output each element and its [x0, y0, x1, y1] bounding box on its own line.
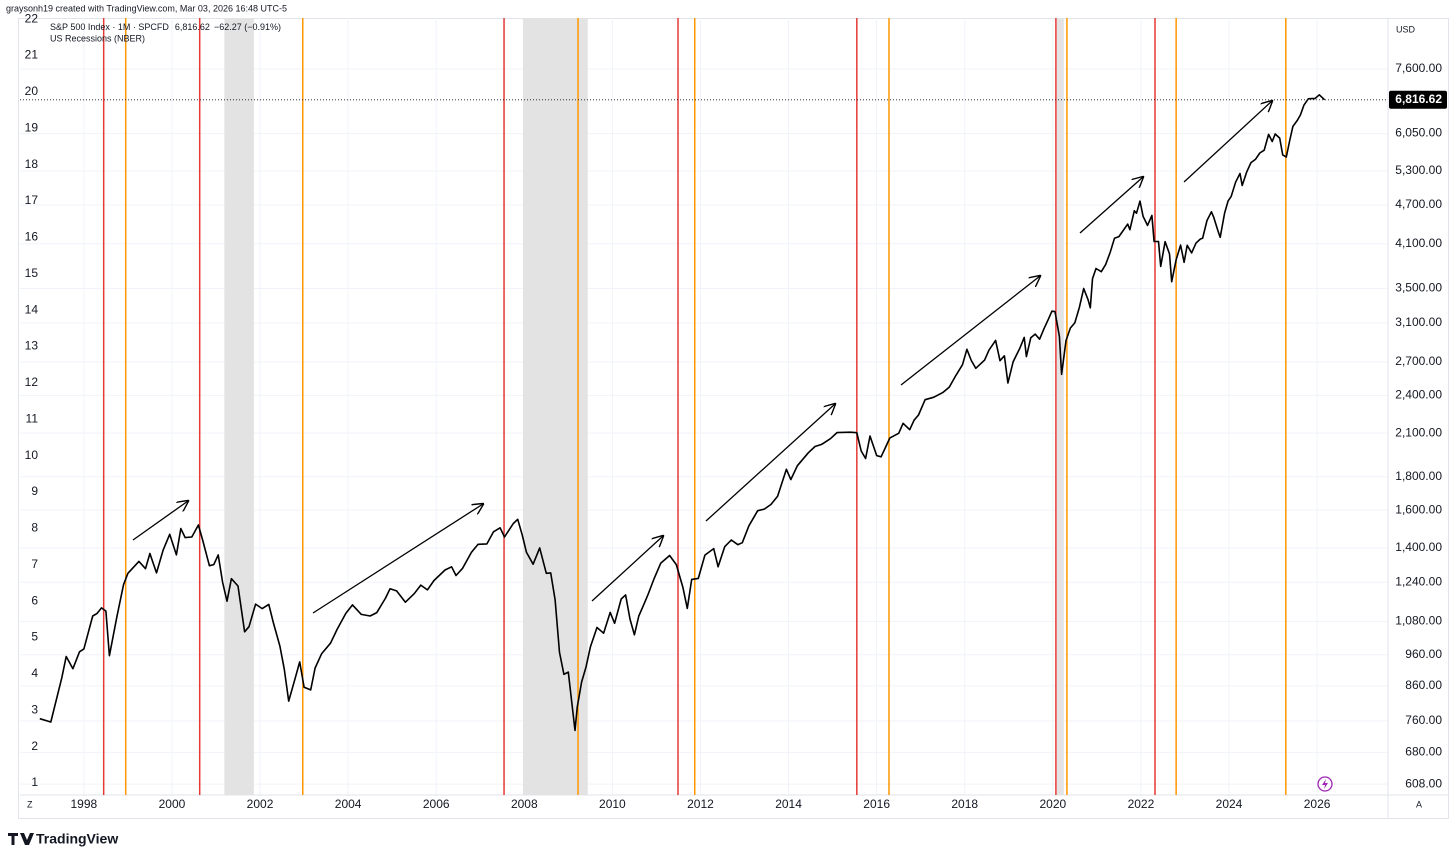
y2-tick-label: 9: [31, 484, 38, 498]
y-tick-label: 1,800.00: [1395, 469, 1442, 483]
price-line: [39, 94, 1326, 732]
y2-tick-label: 12: [25, 375, 39, 389]
replay-icon[interactable]: [1317, 776, 1333, 792]
arrow: [705, 404, 835, 522]
replay-icon-bolt: [1322, 779, 1328, 789]
y-tick-label: 7,600.00: [1395, 61, 1442, 75]
y2-tick-label: 20: [25, 84, 39, 98]
frame: [18, 18, 1449, 819]
y-tick-label: 1,400.00: [1395, 540, 1442, 554]
arrow: [591, 536, 663, 602]
y-tick-label: 1,600.00: [1395, 502, 1442, 516]
legend-recessions: US Recessions (NBER): [50, 33, 145, 43]
y2-tick-label: 6: [31, 593, 38, 607]
y2-tick-label: 5: [31, 630, 38, 644]
arrow: [900, 276, 1040, 386]
y2-tick-label: 16: [25, 230, 39, 244]
y2-tick-label: 7: [31, 557, 38, 571]
x-tick-label: 2004: [335, 797, 362, 811]
brand-logo: [8, 833, 34, 845]
x-tick-label: 2022: [1128, 797, 1155, 811]
legend-price: 6,816.62: [175, 22, 210, 32]
y-tick-label: 4,700.00: [1395, 197, 1442, 211]
brand: TradingView: [36, 831, 118, 847]
arrow: [1079, 177, 1143, 234]
x-tick-label: 2006: [423, 797, 450, 811]
y-tick-label: 960.00: [1405, 647, 1442, 661]
y2-tick-label: 2: [31, 739, 38, 753]
y-tick-label: 860.00: [1405, 678, 1442, 692]
y2-tick-label: 22: [25, 11, 39, 25]
x-tick-label: 2002: [247, 797, 274, 811]
x-tick-label: 2024: [1216, 797, 1243, 811]
y-tick-label: 608.00: [1405, 776, 1442, 790]
x-tick-label: 2020: [1039, 797, 1066, 811]
arrow: [312, 504, 483, 614]
y2-tick-label: 17: [25, 193, 39, 207]
y-tick-label: 4,100.00: [1395, 236, 1442, 250]
x-tick-label: 2010: [599, 797, 626, 811]
x-tick-label: 2008: [511, 797, 538, 811]
x-tick-label: 2026: [1304, 797, 1331, 811]
y2-tick-label: 15: [25, 266, 39, 280]
x-tick-label: 2014: [775, 797, 802, 811]
x-tick-label: 1998: [71, 797, 98, 811]
arrow: [132, 501, 188, 541]
y-tick-label: 1,240.00: [1395, 574, 1442, 588]
y2-tick-label: 14: [25, 302, 39, 316]
plot-front: 608.00 680.00 760.00 860.00 960.00 1,080.00 1,…: [20, 11, 1447, 811]
y-tick-label: 1,080.00: [1395, 614, 1442, 628]
y2-tick-label: 18: [25, 157, 39, 171]
y-tick-label: 2,100.00: [1395, 425, 1442, 439]
y2-tick-label: 8: [31, 521, 38, 535]
auto-button[interactable]: A: [1416, 799, 1422, 809]
y-tick-label: 5,300.00: [1395, 163, 1442, 177]
plot-back: [20, 18, 1448, 818]
y-tick-label: 680.00: [1405, 745, 1442, 759]
x-tick-label: 2016: [863, 797, 890, 811]
annotation-arrows: [132, 101, 1272, 614]
x-tick-label: 2000: [159, 797, 186, 811]
legend-series: S&P 500 Index · 1M · SPCFD 6,816.62 −62.27…: [50, 22, 281, 32]
legend-change: −62.27 (−0.91%): [214, 22, 281, 32]
series-name: S&P 500 Index · 1M · SPCFD: [50, 22, 169, 32]
zoom-button[interactable]: Z: [27, 799, 33, 809]
y2-tick-label: 3: [31, 702, 38, 716]
y2-tick-label: 10: [25, 448, 39, 462]
recession-band: [522, 18, 588, 795]
x-tick-label: 2018: [951, 797, 978, 811]
y2-tick-label: 19: [25, 120, 39, 134]
attribution: graysonh19 created with TradingView.com,…: [6, 3, 287, 13]
y-tick-label: 3,100.00: [1395, 315, 1442, 329]
y2-tick-label: 21: [25, 48, 39, 62]
y2-tick-label: 11: [26, 411, 39, 425]
y-tick-label: 2,700.00: [1395, 354, 1442, 368]
last-price-box: [1389, 90, 1447, 109]
y2-tick-label: 1: [31, 775, 38, 789]
y2-tick-label: 4: [31, 666, 38, 680]
x-tick-label: 2012: [687, 797, 714, 811]
recession-band: [224, 18, 254, 795]
currency: USD: [1396, 24, 1416, 34]
recession-band: [1056, 18, 1064, 795]
arrow: [1183, 101, 1272, 183]
y2-tick-label: 13: [25, 339, 39, 353]
y-tick-label: 760.00: [1405, 713, 1442, 727]
y-tick-label: 3,500.00: [1395, 281, 1442, 295]
y-tick-label: 2,400.00: [1395, 388, 1442, 402]
y-tick-label: 6,050.00: [1395, 126, 1442, 140]
last-price-label: 6,816.62: [1395, 92, 1442, 106]
